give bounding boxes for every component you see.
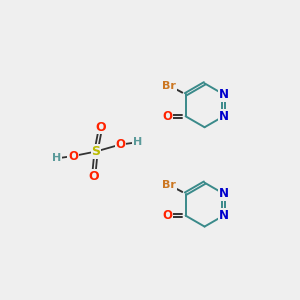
Text: H: H xyxy=(133,137,142,147)
Text: Br: Br xyxy=(162,80,176,91)
Text: O: O xyxy=(95,121,106,134)
Text: O: O xyxy=(162,110,172,123)
Text: N: N xyxy=(219,88,229,101)
Text: H: H xyxy=(52,153,61,164)
Text: O: O xyxy=(68,150,78,163)
Text: N: N xyxy=(219,209,229,222)
Text: O: O xyxy=(88,170,99,183)
Text: N: N xyxy=(219,110,229,123)
Text: O: O xyxy=(115,138,125,151)
Text: O: O xyxy=(162,209,172,222)
Text: S: S xyxy=(92,145,100,158)
Text: Br: Br xyxy=(162,180,176,190)
Text: N: N xyxy=(219,187,229,200)
